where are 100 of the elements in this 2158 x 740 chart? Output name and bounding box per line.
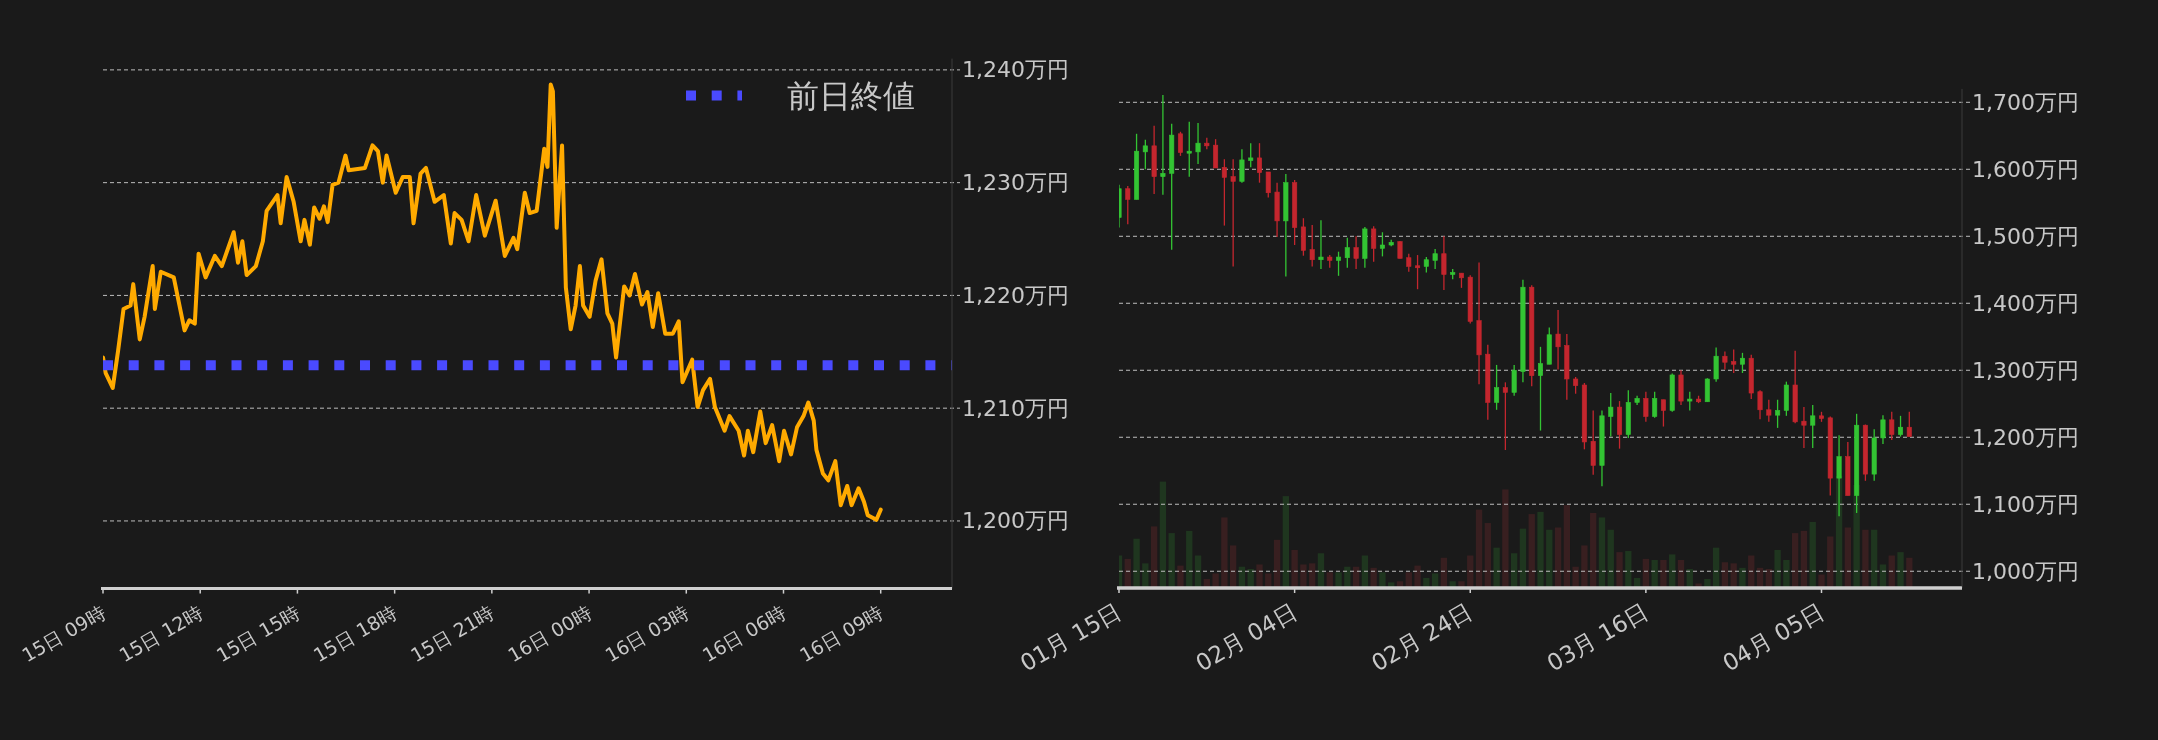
candlestick xyxy=(1801,406,1807,449)
candlestick xyxy=(1318,219,1324,270)
legend-label: 前日終値 xyxy=(787,76,915,115)
candlestick xyxy=(1265,171,1271,199)
candlestick xyxy=(1687,391,1693,412)
x-tick-label: 15日 15時 xyxy=(212,601,304,667)
candlestick xyxy=(1257,142,1262,184)
bar xyxy=(1862,529,1869,588)
bar xyxy=(1300,564,1307,588)
bar xyxy=(1510,553,1518,588)
candlestick xyxy=(1722,350,1728,371)
bar xyxy=(1783,560,1790,588)
bar xyxy=(1326,572,1333,588)
y-tick-label: 1,500万円 xyxy=(1972,223,2079,249)
bar xyxy=(1871,529,1878,588)
bar xyxy=(1528,514,1535,588)
bar xyxy=(1265,573,1272,588)
candlestick xyxy=(1739,352,1745,374)
x-tick-label: 03月 16日 xyxy=(1542,597,1653,677)
candlestick xyxy=(1415,254,1421,290)
bar xyxy=(1177,565,1184,588)
candlestick xyxy=(1757,389,1763,420)
x-tick-label: 15日 09時 xyxy=(17,601,109,667)
x-tick-label: 15日 18時 xyxy=(309,601,401,667)
x-tick-label: 16日 09時 xyxy=(795,601,887,667)
bar xyxy=(1475,509,1483,588)
candlestick xyxy=(1555,309,1561,371)
candlestick xyxy=(1125,185,1131,225)
bar xyxy=(1721,562,1729,588)
y-tick-label: 1,700万円 xyxy=(1972,89,2079,115)
x-tick-label: 15日 21時 xyxy=(406,601,498,667)
bar xyxy=(1502,489,1509,588)
bar xyxy=(1879,564,1887,588)
candlestick xyxy=(1406,253,1412,273)
bar xyxy=(1370,567,1377,588)
candlestick xyxy=(1309,224,1315,268)
x-tick-label: 02月 04日 xyxy=(1191,597,1302,677)
y-tick-label: 1,210万円 xyxy=(962,395,1069,421)
candlestick xyxy=(1353,235,1359,270)
candlestick xyxy=(1494,364,1500,411)
bar xyxy=(1142,563,1149,588)
bar xyxy=(1414,565,1421,588)
candlestick xyxy=(1775,399,1781,429)
bar xyxy=(1379,572,1386,588)
bar xyxy=(1458,581,1465,588)
candlestick xyxy=(1898,415,1904,438)
bar xyxy=(1581,545,1588,588)
bar xyxy=(1186,530,1193,588)
bar xyxy=(1484,523,1491,588)
candlestick xyxy=(1432,248,1438,270)
bar xyxy=(1229,545,1237,588)
bar xyxy=(1282,496,1289,588)
x-tick-label: 04月 05日 xyxy=(1718,597,1828,677)
candlestick xyxy=(1766,399,1772,423)
bar xyxy=(1563,505,1570,588)
y-tick-label: 1,200万円 xyxy=(962,508,1069,534)
bar xyxy=(1423,577,1430,588)
bar xyxy=(1809,521,1816,588)
bar xyxy=(1212,573,1219,588)
y-tick-label: 1,300万円 xyxy=(1972,357,2079,383)
bar xyxy=(1739,567,1746,588)
bar xyxy=(1660,560,1667,588)
y-tick-label: 1,100万円 xyxy=(1972,491,2079,517)
y-tick-label: 1,600万円 xyxy=(1972,156,2079,182)
x-tick-label: 16日 06時 xyxy=(698,601,790,667)
bar xyxy=(1818,574,1825,588)
bar xyxy=(1256,564,1263,588)
candlestick xyxy=(1239,148,1245,184)
candlestick xyxy=(1906,411,1912,438)
candlestick xyxy=(1371,225,1377,263)
bar xyxy=(1572,566,1579,588)
bar xyxy=(1625,551,1632,588)
bar xyxy=(1159,481,1167,588)
candlestick xyxy=(1300,217,1306,257)
bar xyxy=(1791,533,1799,588)
bar xyxy=(1800,530,1808,588)
candlestick xyxy=(1186,121,1192,178)
candlestick xyxy=(1731,348,1737,374)
candlestick xyxy=(1213,138,1219,169)
bar xyxy=(1546,529,1553,588)
x-tick-label: 16日 03時 xyxy=(601,601,693,667)
bar xyxy=(1712,547,1720,588)
bar xyxy=(1906,557,1913,588)
bar xyxy=(1273,539,1281,588)
x-tick-label: 16日 00時 xyxy=(504,601,596,667)
bar xyxy=(1519,528,1527,588)
y-tick-label: 1,000万円 xyxy=(1972,558,2079,584)
bar xyxy=(1651,560,1658,588)
candlestick xyxy=(1608,392,1614,438)
candlestick xyxy=(1230,158,1236,268)
bar xyxy=(1598,517,1606,588)
bar xyxy=(1150,526,1158,588)
x-tick-label: 15日 12時 xyxy=(115,601,207,667)
candlestick xyxy=(1195,122,1201,165)
candlestick xyxy=(1336,251,1342,277)
bar xyxy=(1405,572,1412,588)
bar xyxy=(1133,538,1140,588)
candlestick xyxy=(1379,231,1385,258)
candlestick xyxy=(1660,399,1666,428)
candlestick xyxy=(1142,139,1148,170)
